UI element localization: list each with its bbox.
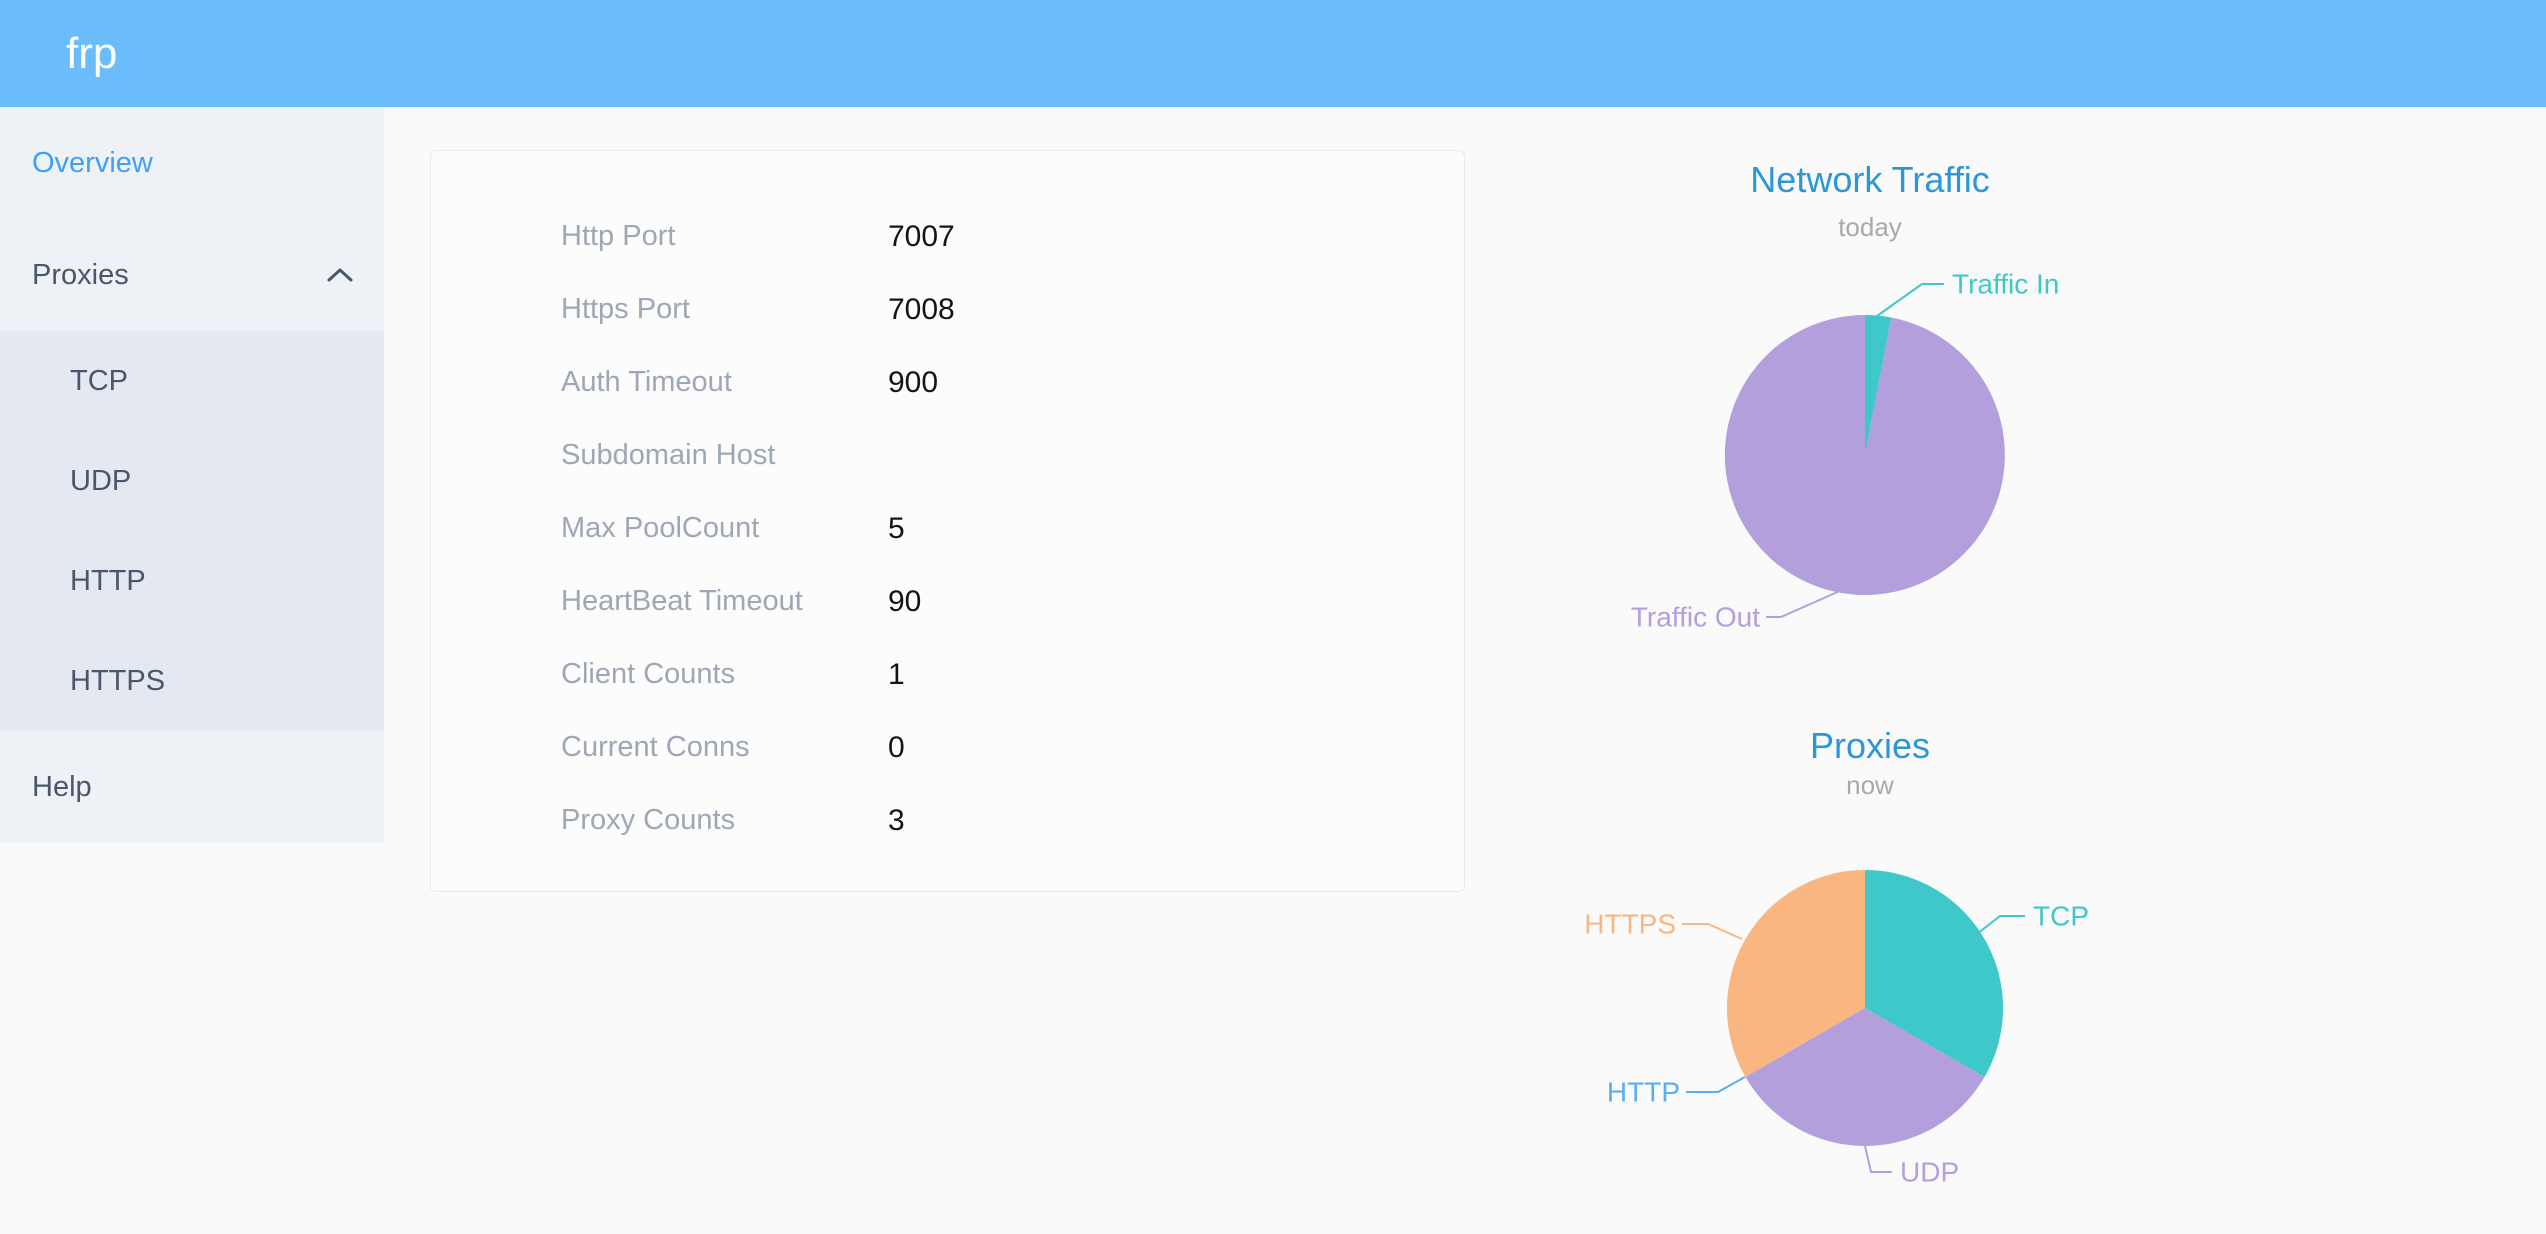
proxies-subtitle: now — [1846, 770, 1894, 800]
config-row-label: HeartBeat Timeout — [561, 585, 803, 617]
config-row-label: Proxy Counts — [561, 804, 736, 836]
config-row: Subdomain Host — [431, 419, 1464, 492]
config-row: Current Conns 0 — [431, 711, 1464, 784]
http-leader-line — [1686, 1076, 1746, 1093]
sidebar-item-help[interactable]: Help — [0, 731, 384, 843]
sidebar-item-udp-label: UDP — [70, 465, 132, 497]
proxies-title: Proxies — [1809, 725, 1931, 766]
sidebar-item-overview[interactable]: Overview — [0, 107, 384, 219]
network-traffic-subtitle: today — [1838, 212, 1902, 242]
http-label: HTTP — [1607, 1077, 1680, 1108]
config-row-value: 0 — [888, 730, 905, 764]
pie-slice-traffic-out[interactable] — [1724, 314, 2005, 595]
network-traffic-chart: Network Traffic today Traffic In Traffic… — [1570, 160, 2170, 670]
udp-leader-line — [1864, 1145, 1892, 1173]
sidebar-item-tcp-label: TCP — [70, 365, 128, 397]
network-traffic-title: Network Traffic — [1750, 159, 1990, 200]
proxies-chart: Proxies now TCP HTTPS HTTP UDP — [1570, 726, 2170, 1234]
config-row: HeartBeat Timeout 90 — [431, 565, 1464, 638]
sidebar-submenu-proxies: TCP UDP HTTP HTTPS — [0, 331, 384, 731]
sidebar-item-http-label: HTTP — [70, 565, 146, 597]
config-row-label: Auth Timeout — [561, 366, 732, 398]
pie-slice-traffic-in[interactable] — [1865, 315, 1892, 455]
https-leader-line — [1682, 923, 1743, 940]
sidebar-item-http[interactable]: HTTP — [0, 531, 384, 631]
sidebar-item-overview-label: Overview — [32, 147, 153, 179]
pie-slice-tcp[interactable] — [1865, 870, 2003, 1077]
sidebar: Overview Proxies TCP UDP HTTP HTTPS Help — [0, 107, 384, 843]
chevron-up-icon — [327, 268, 353, 282]
config-row-value: 7007 — [888, 219, 955, 253]
config-row-value: 7008 — [888, 292, 955, 326]
server-config-card: Http Port 7007 Https Port 7008 Auth Time… — [430, 150, 1465, 892]
config-row: Https Port 7008 — [431, 273, 1464, 346]
app-header: frp — [0, 0, 2546, 107]
config-row-value: 1 — [888, 657, 905, 691]
sidebar-item-https-label: HTTPS — [70, 665, 166, 697]
config-row-value: 900 — [888, 365, 939, 399]
config-row-label: Current Conns — [561, 731, 750, 763]
traffic-out-leader-line — [1766, 589, 1843, 618]
traffic-in-label: Traffic In — [1952, 269, 2059, 300]
traffic-out-label: Traffic Out — [1631, 602, 1760, 633]
sidebar-item-https[interactable]: HTTPS — [0, 631, 384, 731]
tcp-leader-line — [1976, 915, 2025, 935]
config-row-label: Http Port — [561, 220, 676, 252]
pie-slice-https[interactable] — [1727, 870, 1865, 1077]
server-config-rows: Http Port 7007 Https Port 7008 Auth Time… — [431, 200, 1464, 857]
app-logo: frp — [66, 29, 118, 78]
config-row-value: 3 — [888, 803, 905, 837]
config-row-label: Https Port — [561, 293, 690, 325]
udp-label: UDP — [1900, 1157, 1959, 1188]
sidebar-item-udp[interactable]: UDP — [0, 431, 384, 531]
config-row: Client Counts 1 — [431, 638, 1464, 711]
config-row: Http Port 7007 — [431, 200, 1464, 273]
sidebar-item-tcp[interactable]: TCP — [0, 331, 384, 431]
sidebar-item-proxies-label: Proxies — [32, 259, 129, 291]
proxies-pie: TCP HTTPS HTTP UDP — [1584, 870, 2089, 1188]
pie-slice-udp[interactable] — [1745, 1008, 1985, 1146]
config-row: Max PoolCount 5 — [431, 492, 1464, 565]
config-row: Auth Timeout 900 — [431, 346, 1464, 419]
https-label: HTTPS — [1584, 909, 1676, 940]
network-traffic-pie: Traffic In Traffic Out — [1631, 269, 2060, 633]
sidebar-item-proxies[interactable]: Proxies — [0, 219, 384, 331]
config-row-label: Max PoolCount — [561, 512, 760, 544]
config-row-label: Subdomain Host — [561, 439, 776, 471]
tcp-label: TCP — [2033, 901, 2089, 932]
config-row: Proxy Counts 3 — [431, 784, 1464, 857]
config-row-value: 5 — [888, 511, 905, 545]
traffic-in-leader-line — [1876, 283, 1944, 317]
config-row-value: 90 — [888, 584, 922, 618]
config-row-label: Client Counts — [561, 658, 736, 690]
sidebar-item-help-label: Help — [32, 771, 92, 803]
